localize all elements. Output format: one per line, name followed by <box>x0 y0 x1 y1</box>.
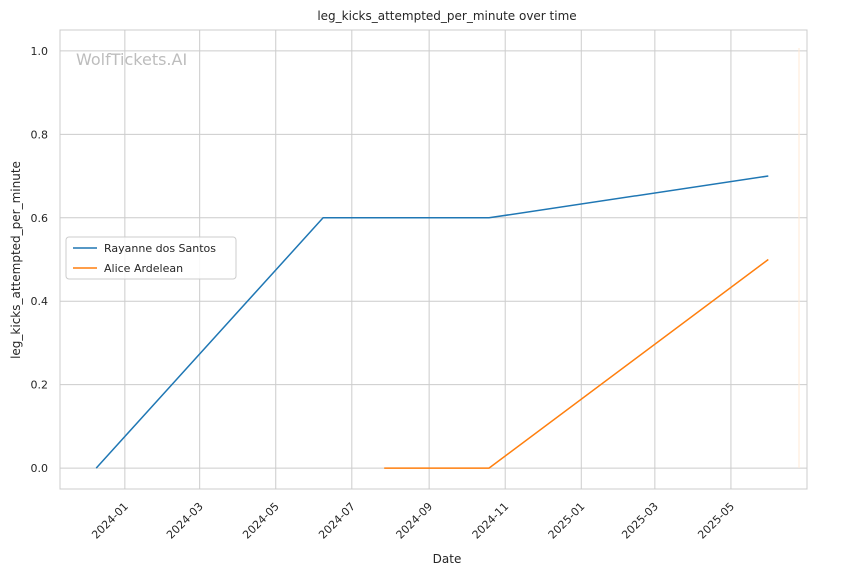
x-tick-label: 2024-03 <box>164 500 206 542</box>
x-tick-label: 2024-11 <box>470 500 512 542</box>
y-tick-labels: 0.0 0.2 0.4 0.6 0.8 1.0 <box>31 45 49 475</box>
series-line-0 <box>95 175 769 469</box>
legend: Rayanne dos Santos Alice Ardelean <box>65 236 237 280</box>
x-tick-label: 2024-07 <box>316 500 358 542</box>
y-tick-label: 1.0 <box>31 45 49 58</box>
y-tick-label: 0.0 <box>31 462 49 475</box>
series-layer <box>95 175 769 469</box>
x-tick-label: 2024-01 <box>89 500 131 542</box>
x-gridlines <box>124 30 732 489</box>
x-tick-label: 2024-09 <box>394 500 436 542</box>
x-tick-label: 2025-03 <box>619 500 661 542</box>
y-axis-label: leg_kicks_attempted_per_minute <box>9 161 23 359</box>
legend-label-alice: Alice Ardelean <box>104 262 183 275</box>
x-tick-label: 2024-05 <box>240 500 282 542</box>
y-tick-label: 0.6 <box>31 212 49 225</box>
series-line-1 <box>384 258 769 469</box>
legend-box <box>65 236 237 280</box>
y-tick-label: 0.8 <box>31 128 49 141</box>
legend-label-rayanne: Rayanne dos Santos <box>104 242 216 255</box>
x-tick-labels: 2024-01 2024-03 2024-05 2024-07 2024-09 2024-… <box>89 500 737 542</box>
x-tick-label: 2025-01 <box>546 500 588 542</box>
y-tick-label: 0.2 <box>31 379 49 392</box>
chart-title: leg_kicks_attempted_per_minute over time <box>317 9 576 23</box>
x-axis-label: Date <box>433 552 462 566</box>
y-tick-label: 0.4 <box>31 295 49 308</box>
watermark-text: WolfTickets.AI <box>76 50 187 69</box>
x-tick-label: 2025-05 <box>695 500 737 542</box>
